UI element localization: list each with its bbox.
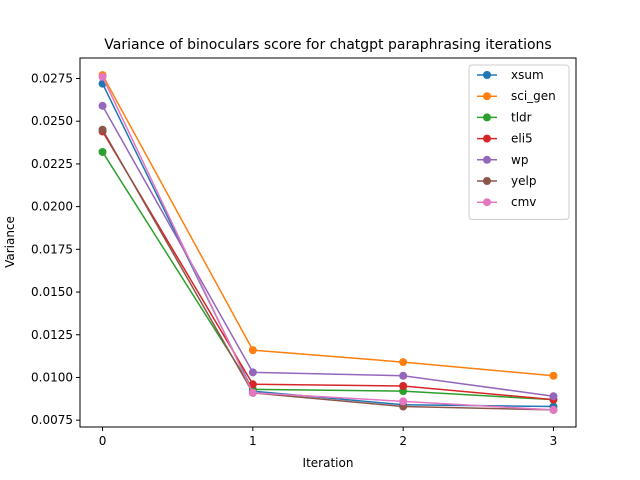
y-tick-label: 0.0075 — [31, 413, 73, 427]
series-line-wp — [101, 105, 554, 397]
legend-label-wp: wp — [511, 153, 528, 167]
legend-marker-tldr — [483, 113, 491, 122]
x-tick-label: 3 — [550, 434, 558, 448]
data-point-wp — [549, 392, 558, 401]
legend-marker-wp — [483, 155, 491, 164]
data-point-sci_gen — [399, 358, 408, 367]
series-line-cmv — [101, 76, 554, 411]
y-tick-label: 0.0100 — [31, 370, 73, 384]
data-point-sci_gen — [248, 346, 257, 355]
x-tick-label: 2 — [399, 434, 407, 448]
y-tick-label: 0.0225 — [31, 157, 73, 171]
data-point-wp — [248, 368, 257, 377]
series-line-yelp — [101, 129, 554, 411]
legend-label-eli5: eli5 — [511, 132, 533, 146]
legend-marker-cmv — [483, 198, 491, 207]
legend-label-yelp: yelp — [511, 174, 536, 188]
data-point-cmv — [549, 405, 558, 414]
series-line-eli5 — [101, 131, 554, 401]
legend-marker-xsum — [483, 71, 491, 79]
series-line-tldr — [101, 151, 554, 401]
y-tick-label: 0.0150 — [31, 285, 73, 299]
data-point-eli5 — [248, 380, 257, 389]
axes-frame — [79, 57, 577, 428]
y-tick-label: 0.0125 — [31, 328, 73, 342]
legend-marker-yelp — [483, 177, 491, 185]
data-point-sci_gen — [549, 371, 558, 380]
legend-marker-sci_gen — [483, 92, 491, 101]
y-axis-title: Variance — [3, 216, 17, 268]
x-axis-title: Iteration — [303, 456, 354, 470]
y-tick-label: 0.0275 — [31, 72, 73, 86]
legend-marker-eli5 — [483, 134, 491, 143]
data-point-eli5 — [399, 382, 408, 390]
y-tick-label: 0.0250 — [31, 114, 73, 128]
legend-label-sci_gen: sci_gen — [511, 89, 556, 103]
chart-title: Variance of binoculars score for chatgpt… — [104, 37, 551, 53]
y-tick-label: 0.0175 — [31, 242, 73, 256]
legend-label-tldr: tldr — [511, 110, 532, 124]
data-point-cmv — [248, 388, 257, 397]
x-tick-label: 0 — [99, 434, 107, 448]
y-tick-label: 0.0200 — [31, 200, 73, 214]
series-line-sci_gen — [101, 74, 554, 377]
data-point-yelp — [98, 125, 107, 134]
data-point-tldr — [98, 147, 107, 156]
legend-label-xsum: xsum — [511, 68, 544, 82]
x-tick-label: 1 — [249, 434, 257, 448]
data-point-cmv — [98, 72, 107, 81]
data-point-wp — [399, 371, 408, 380]
plot-area — [98, 71, 558, 414]
legend-label-cmv: cmv — [511, 195, 536, 209]
data-point-cmv — [399, 397, 408, 406]
data-point-wp — [98, 101, 107, 110]
